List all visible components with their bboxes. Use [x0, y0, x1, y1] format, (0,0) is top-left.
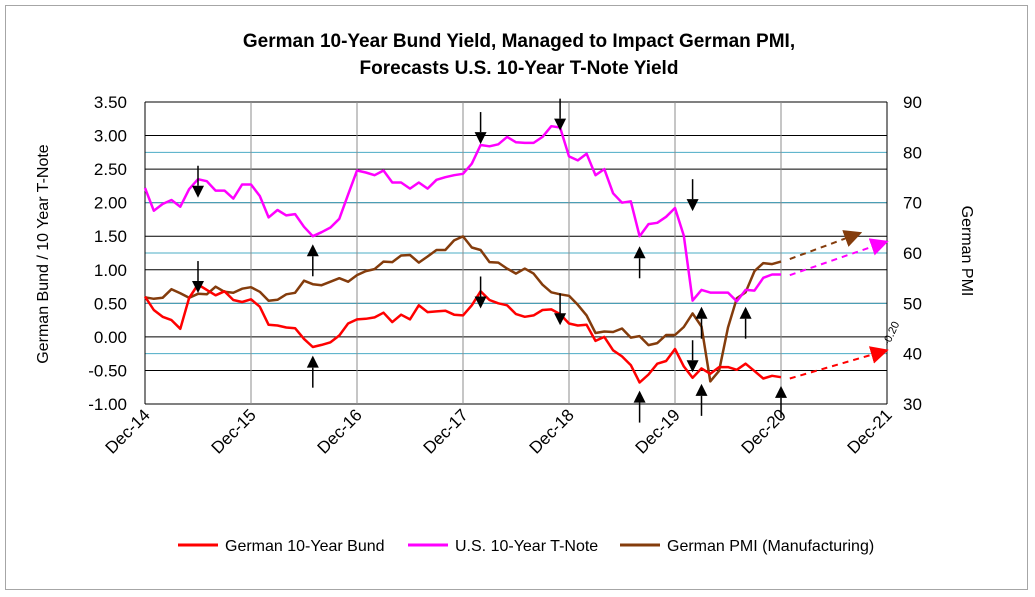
- arrow-down-icon: [554, 98, 567, 131]
- legend: German 10-Year Bund U.S. 10-Year T-Note …: [178, 538, 874, 555]
- arrow-down-icon: [686, 340, 699, 373]
- series-line-2: [144, 235, 782, 383]
- x-tick: Dec-18: [526, 405, 578, 457]
- arrow-up-icon: [633, 246, 646, 279]
- arrow-up-icon: [739, 306, 752, 339]
- arrow-down-icon: [554, 293, 567, 326]
- y-tick-left: -0.50: [88, 361, 127, 380]
- arrow-up-icon: [306, 355, 319, 388]
- y-tick-right: 50: [903, 294, 922, 313]
- series-line-0: [143, 283, 782, 384]
- x-tick: Dec-16: [314, 405, 366, 457]
- legend-label-tnote: U.S. 10-Year T-Note: [455, 538, 598, 555]
- series-lines: [143, 124, 782, 384]
- arrow-down-icon: [192, 165, 204, 198]
- x-tick: Dec-17: [420, 405, 472, 457]
- legend-label-bund: German 10-Year Bund: [225, 538, 385, 555]
- arrow-up-icon: [775, 385, 787, 418]
- y-tick-right: 90: [903, 93, 922, 112]
- y-tick-left: 1.00: [94, 261, 127, 280]
- arrow-down-icon: [474, 112, 487, 145]
- arrow-up-icon: [695, 383, 708, 416]
- annotation-arrows: [192, 98, 787, 423]
- y-axis-right-title: German PMI: [958, 206, 975, 297]
- arrow-down-icon: [192, 261, 204, 294]
- forecast-arrow-2: [789, 230, 863, 260]
- arrow-down-icon: [686, 179, 699, 212]
- series-line-1: [143, 124, 781, 303]
- x-tick: Dec-20: [738, 405, 790, 457]
- forecast-label: -0.20: [881, 320, 902, 348]
- arrow-up-icon: [633, 390, 646, 423]
- y-tick-left: 1.50: [94, 227, 127, 246]
- tick-labels: -1.00 -0.50 0.00 0.50 1.00 1.50 2.00 2.50 3.00 3.…: [88, 93, 922, 458]
- y-tick-left: 3.00: [94, 127, 127, 146]
- arrow-up-icon: [695, 306, 708, 339]
- chart-subtitle: Forecasts U.S. 10-Year T-Note Yield: [360, 58, 679, 79]
- arrow-down-icon: [474, 276, 487, 309]
- forecast-arrow-0: [789, 346, 889, 380]
- y-tick-left: 0.50: [94, 294, 127, 313]
- y-tick-right: 80: [903, 143, 922, 162]
- y-axis-left-title: German Bund / 10 Year T-Note: [35, 144, 52, 364]
- y-tick-left: 2.50: [94, 160, 127, 179]
- y-tick-left: 2.00: [94, 194, 127, 213]
- y-tick-right: 40: [903, 345, 922, 364]
- y-tick-left: 3.50: [94, 93, 127, 112]
- legend-label-pmi: German PMI (Manufacturing): [667, 538, 874, 555]
- forecast-arrows: -0.20: [789, 230, 902, 380]
- y-tick-right: 70: [903, 194, 922, 213]
- arrow-up-icon: [306, 244, 319, 277]
- x-tick: Dec-21: [844, 405, 896, 457]
- chart-title: German 10-Year Bund Yield, Managed to Im…: [243, 31, 795, 52]
- gridlines: [144, 101, 888, 405]
- x-tick: Dec-15: [208, 405, 260, 457]
- chart-frame: [5, 5, 1028, 590]
- y-tick-right: 60: [903, 244, 922, 263]
- y-tick-left: 0.00: [94, 328, 127, 347]
- y-tick-right: 30: [903, 395, 922, 414]
- y-tick-left: -1.00: [88, 395, 127, 414]
